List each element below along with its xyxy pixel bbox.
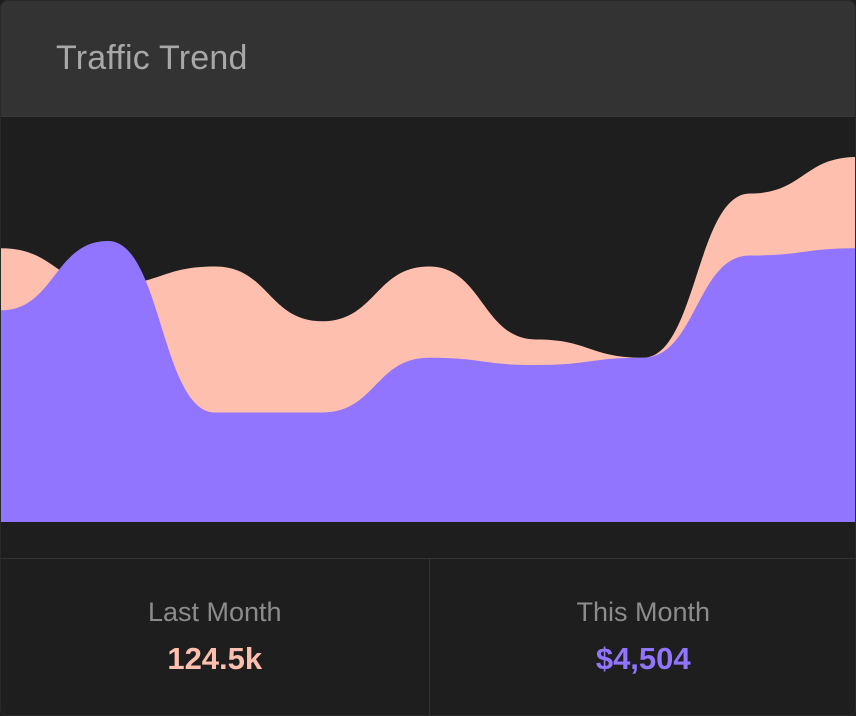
card-header: Traffic Trend [1,1,855,117]
stat-last-month-label: Last Month [147,597,282,627]
stat-this-month-value: $4,504 [595,641,691,676]
stat-last-month-value: 124.5k [167,641,263,676]
area-series-2 [1,240,855,522]
stat-this-month: This Month $4,504 [428,559,856,715]
card-title: Traffic Trend [56,39,248,77]
stat-this-month-label: This Month [576,597,711,627]
stats-footer: Last Month 124.5k This Month $4,504 [1,558,856,715]
traffic-area-chart [1,157,855,522]
stat-last-month: Last Month 124.5k [1,559,429,715]
